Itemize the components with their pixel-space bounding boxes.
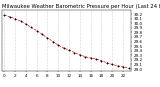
Text: Milwaukee Weather Barometric Pressure per Hour (Last 24 Hours): Milwaukee Weather Barometric Pressure pe… <box>2 4 160 9</box>
